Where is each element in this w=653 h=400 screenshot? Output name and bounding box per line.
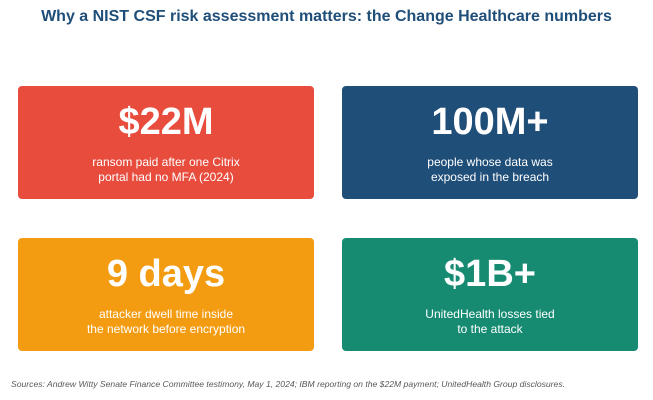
stat-description: attacker dwell time inside the network b… xyxy=(86,307,246,336)
stat-value: $1B+ xyxy=(444,253,536,295)
stat-card-ransom: $22M ransom paid after one Citrix portal… xyxy=(18,86,314,199)
page-title: Why a NIST CSF risk assessment matters: … xyxy=(41,8,612,25)
stat-value: 100M+ xyxy=(431,101,549,143)
stat-description: ransom paid after one Citrix portal had … xyxy=(92,155,240,184)
stat-value: $22M xyxy=(118,101,214,143)
stat-card-dwell-time: 9 days attacker dwell time inside the ne… xyxy=(18,238,314,351)
stat-value: 9 days xyxy=(106,253,226,295)
stat-description: people whose data was exposed in the bre… xyxy=(427,155,553,184)
stat-card-losses: $1B+ UnitedHealth losses tied to the att… xyxy=(342,238,638,351)
stat-card-people-exposed: 100M+ people whose data was exposed in t… xyxy=(342,86,638,199)
sources-footnote: Sources: Andrew Witty Senate Finance Com… xyxy=(11,379,566,389)
stat-description: UnitedHealth losses tied to the attack xyxy=(425,307,555,336)
